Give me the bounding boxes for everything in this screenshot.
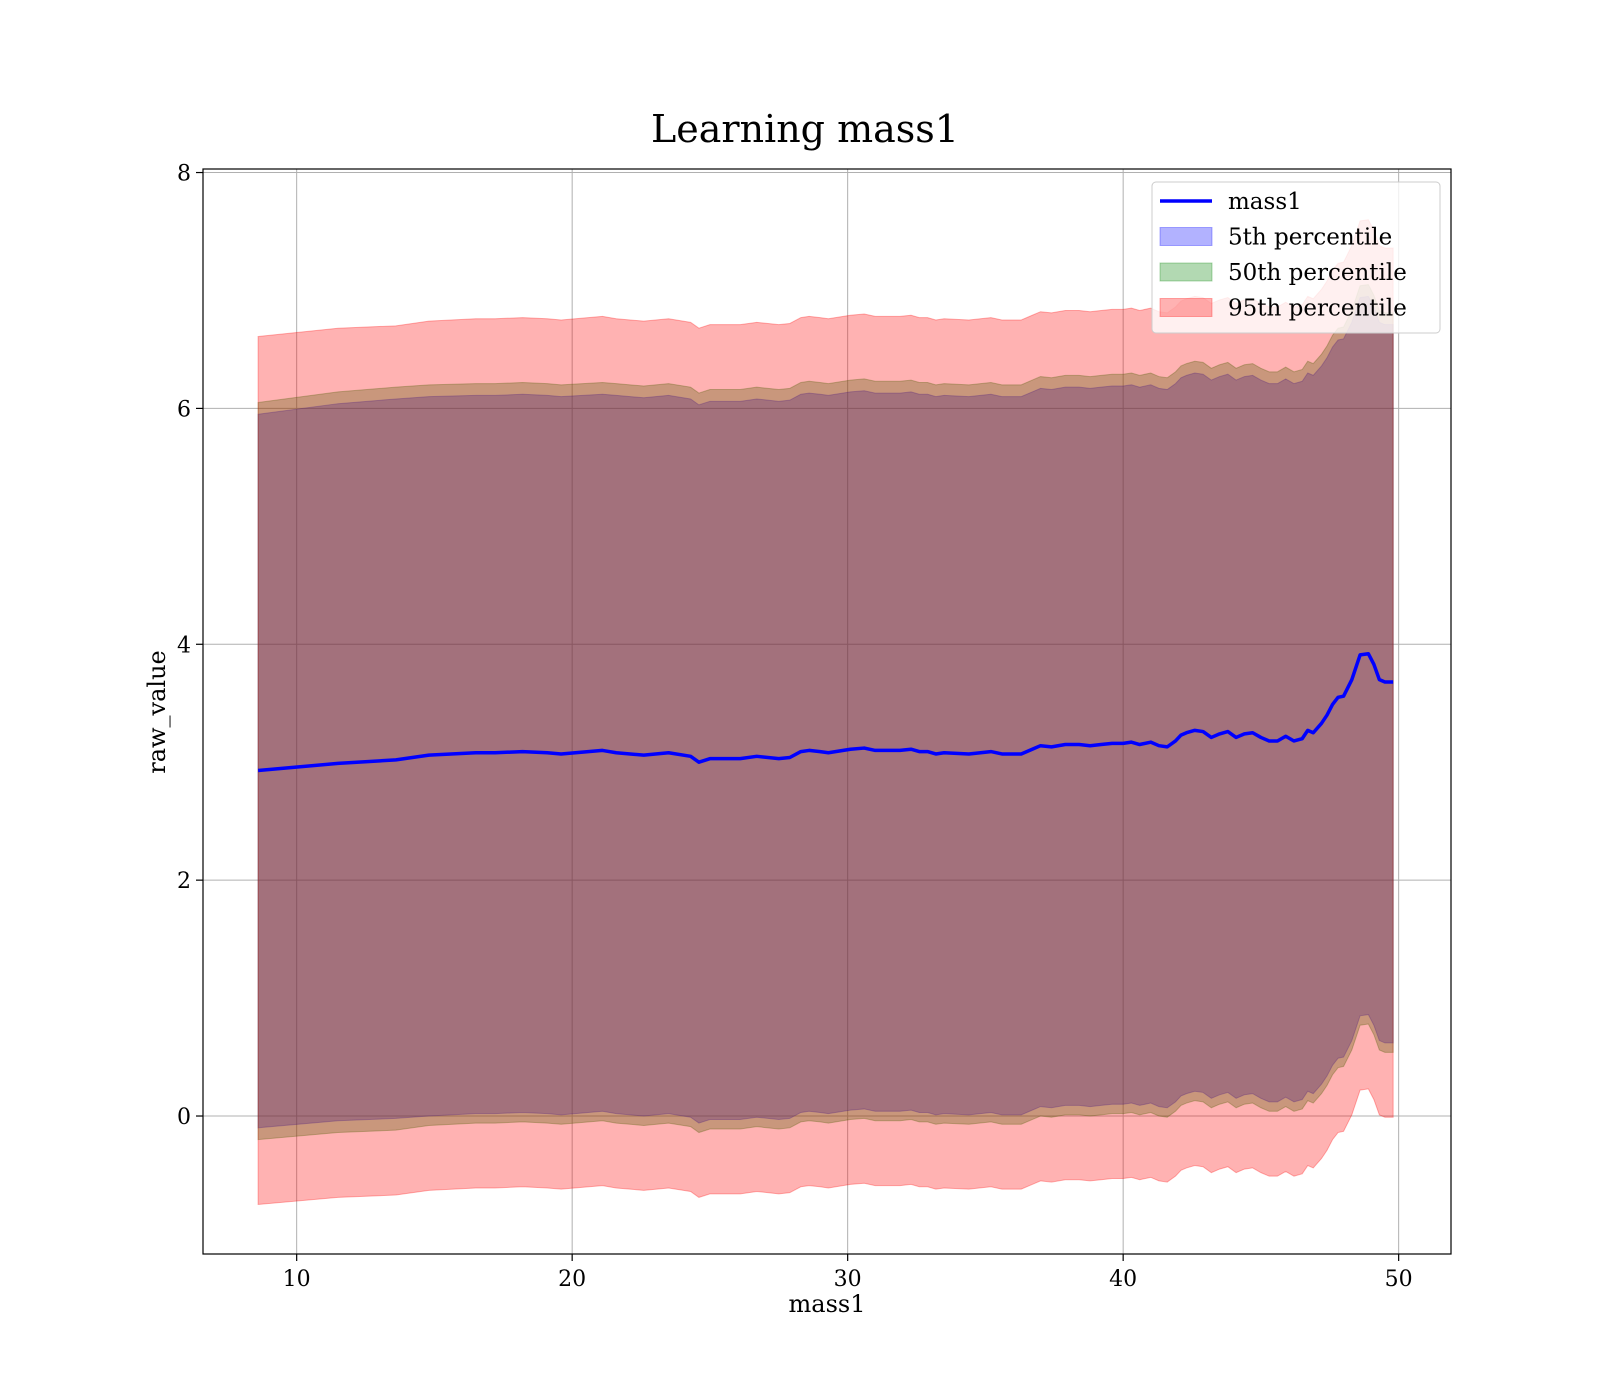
chart-title: Learning mass1 bbox=[651, 107, 959, 151]
legend: mass1 5th percentile 50th percentile 95th p… bbox=[1151, 181, 1441, 334]
plot-frame bbox=[202, 168, 1452, 1255]
x-tick-label: 40 bbox=[1109, 1267, 1137, 1292]
x-tick-label: 50 bbox=[1385, 1267, 1413, 1292]
x-axis-label: mass1 bbox=[789, 1290, 866, 1318]
legend-swatch-95th-percentile bbox=[1159, 298, 1213, 317]
y-tick-label: 8 bbox=[177, 162, 191, 187]
band-50th-percentile bbox=[257, 284, 1394, 1141]
grid-lines bbox=[203, 169, 1451, 1254]
band-95th-percentile bbox=[257, 219, 1394, 1206]
legend-label-mass1: mass1 bbox=[1228, 189, 1302, 215]
legend-label-50th-percentile: 50th percentile bbox=[1228, 260, 1407, 286]
x-tick-label: 20 bbox=[558, 1267, 586, 1292]
y-tick-label: 6 bbox=[177, 397, 191, 422]
legend-box bbox=[1151, 181, 1441, 334]
x-tick-label: 30 bbox=[834, 1267, 862, 1292]
y-axis-label: raw_value bbox=[143, 650, 171, 774]
band-5th-percentile bbox=[257, 295, 1394, 1129]
legend-label-5th-percentile: 5th percentile bbox=[1228, 225, 1392, 251]
series-lines bbox=[257, 651, 1394, 773]
line-mass1 bbox=[257, 651, 1394, 773]
x-axis-ticks: 10 20 30 40 50 bbox=[283, 1254, 1413, 1292]
x-tick-label: 10 bbox=[283, 1267, 311, 1292]
legend-label-95th-percentile: 95th percentile bbox=[1228, 296, 1407, 322]
y-tick-label: 0 bbox=[177, 1105, 191, 1130]
y-tick-label: 2 bbox=[177, 869, 191, 894]
legend-swatch-50th-percentile bbox=[1159, 262, 1213, 282]
y-tick-label: 4 bbox=[177, 633, 191, 658]
legend-swatch-5th-percentile bbox=[1159, 227, 1213, 246]
percentile-bands bbox=[257, 219, 1394, 1206]
y-axis-ticks: 0 2 4 6 8 bbox=[177, 162, 203, 1130]
